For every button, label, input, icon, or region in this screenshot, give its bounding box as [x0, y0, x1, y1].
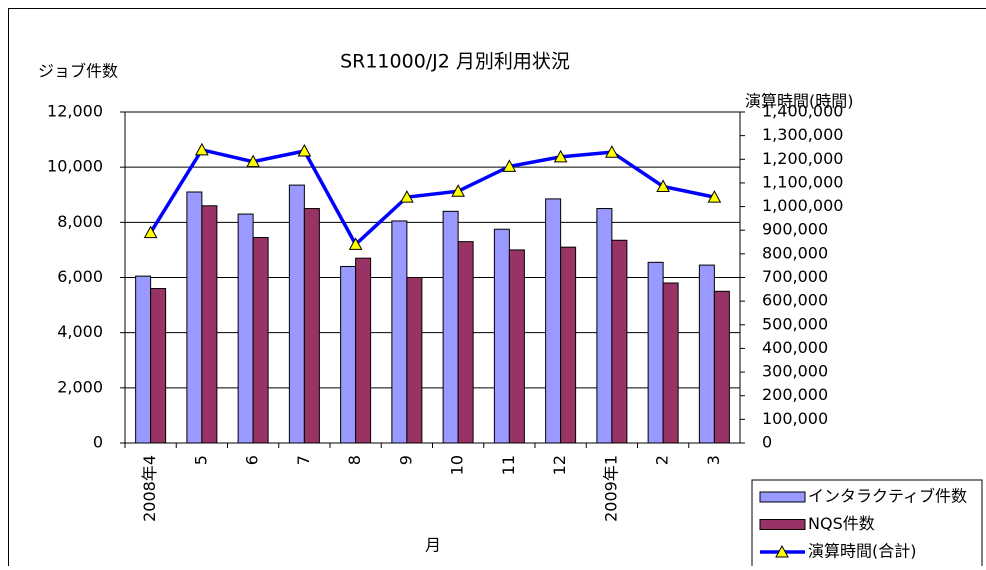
legend-label: インタラクティブ件数	[808, 487, 967, 506]
x-tick-label: 7	[294, 455, 313, 465]
bar	[561, 247, 576, 443]
bar	[253, 238, 268, 443]
bar	[597, 209, 612, 443]
y-tick-label: 8,000	[57, 212, 103, 231]
chart-title: SR11000/J2 月別利用状況	[340, 51, 570, 73]
x-tick-label: 2	[653, 455, 672, 465]
x-tick-label: 5	[191, 455, 210, 465]
bar	[458, 242, 473, 443]
y2-tick-label: 1,300,000	[762, 125, 843, 144]
bar	[341, 266, 356, 443]
bar	[304, 209, 319, 443]
bar	[699, 265, 714, 443]
y2-tick-label: 1,100,000	[762, 172, 843, 191]
y-tick-label: 12,000	[47, 102, 103, 121]
bar	[289, 185, 304, 443]
y2-tick-label: 700,000	[762, 267, 828, 286]
x-tick-label: 11	[499, 455, 518, 475]
y-axis-title: ジョブ件数	[38, 62, 118, 81]
bar	[494, 229, 509, 443]
y2-tick-label: 100,000	[762, 409, 828, 428]
x-tick-label: 9	[396, 455, 415, 465]
y2-tick-label: 0	[762, 433, 772, 452]
y-tick-label: 4,000	[57, 322, 103, 341]
bar	[187, 192, 202, 443]
y2-tick-label: 300,000	[762, 362, 828, 381]
bar	[612, 240, 627, 443]
bar	[136, 276, 151, 443]
legend-label: 演算時間(合計)	[808, 542, 917, 561]
y2-tick-label: 1,000,000	[762, 196, 843, 215]
legend-label: NQS件数	[808, 514, 875, 533]
x-tick-label: 8	[345, 455, 364, 465]
bar	[443, 211, 458, 443]
bar	[648, 262, 663, 443]
y2-tick-label: 200,000	[762, 385, 828, 404]
y-tick-label: 0	[93, 433, 103, 452]
x-tick-label: 6	[243, 455, 262, 465]
y-tick-label: 6,000	[57, 267, 103, 286]
bar	[509, 250, 524, 443]
y2-tick-label: 400,000	[762, 338, 828, 357]
y-tick-label: 2,000	[57, 377, 103, 396]
x-tick-label: 3	[704, 455, 723, 465]
bar	[407, 278, 422, 444]
y2-tick-label: 600,000	[762, 291, 828, 310]
line	[151, 150, 715, 245]
y2-tick-label: 1,200,000	[762, 149, 843, 168]
bar	[238, 214, 253, 443]
bar	[663, 283, 678, 443]
bar	[546, 199, 561, 443]
legend-swatch	[760, 492, 805, 502]
x-tick-label: 2008年4	[140, 455, 159, 522]
legend-swatch	[760, 520, 805, 530]
y2-tick-label: 800,000	[762, 243, 828, 262]
x-tick-label: 10	[448, 455, 467, 475]
y2-tick-label: 1,400,000	[762, 102, 843, 121]
bar	[392, 221, 407, 443]
y2-tick-label: 500,000	[762, 314, 828, 333]
bar	[356, 258, 371, 443]
y-tick-label: 10,000	[47, 157, 103, 176]
x-tick-label: 2009年1	[601, 455, 620, 522]
x-tick-label: 12	[550, 455, 569, 475]
bar	[202, 206, 217, 443]
x-axis-title: 月	[425, 536, 441, 555]
bar	[714, 291, 729, 443]
y2-tick-label: 900,000	[762, 220, 828, 239]
bar	[151, 289, 166, 443]
